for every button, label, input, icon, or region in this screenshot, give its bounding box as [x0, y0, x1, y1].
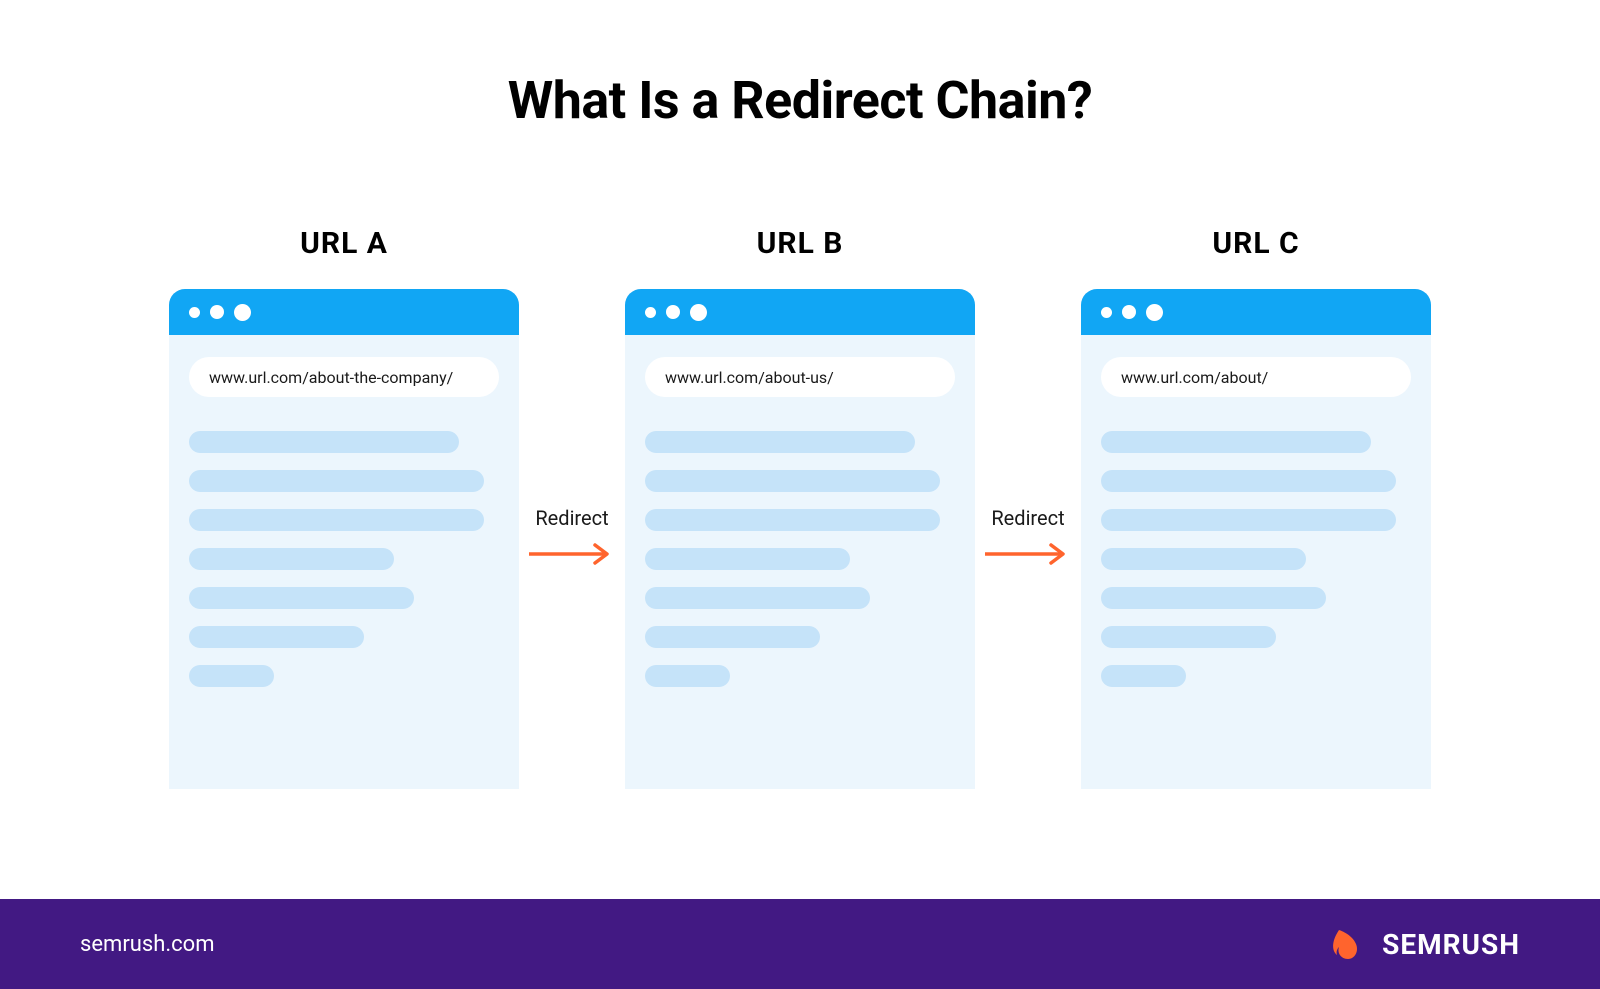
redirect-arrow-1: Redirect: [519, 450, 625, 566]
arrow-label: Redirect: [991, 506, 1064, 530]
content-line: [645, 431, 915, 453]
window-dot-icon: [690, 304, 707, 321]
browser-header: [625, 289, 975, 335]
window-dot-icon: [1101, 307, 1112, 318]
footer-site: semrush.com: [80, 932, 215, 957]
content-line: [189, 431, 459, 453]
browser-column-b: URL B www.url.com/about-us/: [625, 226, 975, 789]
browser-window-c: www.url.com/about/: [1081, 289, 1431, 789]
browser-column-a: URL A www.url.com/about-the-company/: [169, 226, 519, 789]
column-label-a: URL A: [300, 226, 388, 261]
brand-fire-icon: [1328, 924, 1368, 964]
content-placeholder-lines: [1101, 431, 1411, 687]
content-line: [645, 509, 940, 531]
column-label-b: URL B: [757, 226, 844, 261]
diagram-row: URL A www.url.com/about-the-company/ Red…: [0, 226, 1600, 789]
url-bar: www.url.com/about/: [1101, 357, 1411, 397]
browser-body: www.url.com/about-us/: [625, 335, 975, 789]
redirect-arrow-2: Redirect: [975, 450, 1081, 566]
column-label-c: URL C: [1212, 226, 1299, 261]
content-line: [189, 587, 414, 609]
footer-brand: SEMRUSH: [1328, 924, 1520, 964]
window-dot-icon: [210, 305, 224, 319]
browser-body: www.url.com/about-the-company/: [169, 335, 519, 789]
page-title: What Is a Redirect Chain?: [0, 0, 1600, 131]
browser-window-a: www.url.com/about-the-company/: [169, 289, 519, 789]
browser-body: www.url.com/about/: [1081, 335, 1431, 789]
browser-column-c: URL C www.url.com/about/: [1081, 226, 1431, 789]
content-placeholder-lines: [189, 431, 499, 687]
arrow-right-icon: [983, 542, 1073, 566]
content-line: [1101, 509, 1396, 531]
content-line: [189, 665, 274, 687]
url-bar: www.url.com/about-the-company/: [189, 357, 499, 397]
arrow-right-icon: [527, 542, 617, 566]
content-line: [1101, 470, 1396, 492]
content-line: [1101, 548, 1306, 570]
content-line: [189, 470, 484, 492]
window-dot-icon: [645, 307, 656, 318]
window-dot-icon: [1146, 304, 1163, 321]
content-line: [645, 587, 870, 609]
content-line: [645, 626, 820, 648]
content-placeholder-lines: [645, 431, 955, 687]
url-bar: www.url.com/about-us/: [645, 357, 955, 397]
window-dot-icon: [1122, 305, 1136, 319]
content-line: [645, 665, 730, 687]
window-dot-icon: [666, 305, 680, 319]
content-line: [1101, 587, 1326, 609]
brand-name: SEMRUSH: [1382, 928, 1520, 961]
content-line: [189, 548, 394, 570]
content-line: [1101, 626, 1276, 648]
content-line: [1101, 665, 1186, 687]
content-line: [189, 509, 484, 531]
arrow-label: Redirect: [535, 506, 608, 530]
browser-window-b: www.url.com/about-us/: [625, 289, 975, 789]
footer: semrush.com SEMRUSH: [0, 899, 1600, 989]
browser-header: [169, 289, 519, 335]
content-line: [189, 626, 364, 648]
window-dot-icon: [189, 307, 200, 318]
content-line: [1101, 431, 1371, 453]
window-dot-icon: [234, 304, 251, 321]
content-line: [645, 548, 850, 570]
browser-header: [1081, 289, 1431, 335]
content-line: [645, 470, 940, 492]
